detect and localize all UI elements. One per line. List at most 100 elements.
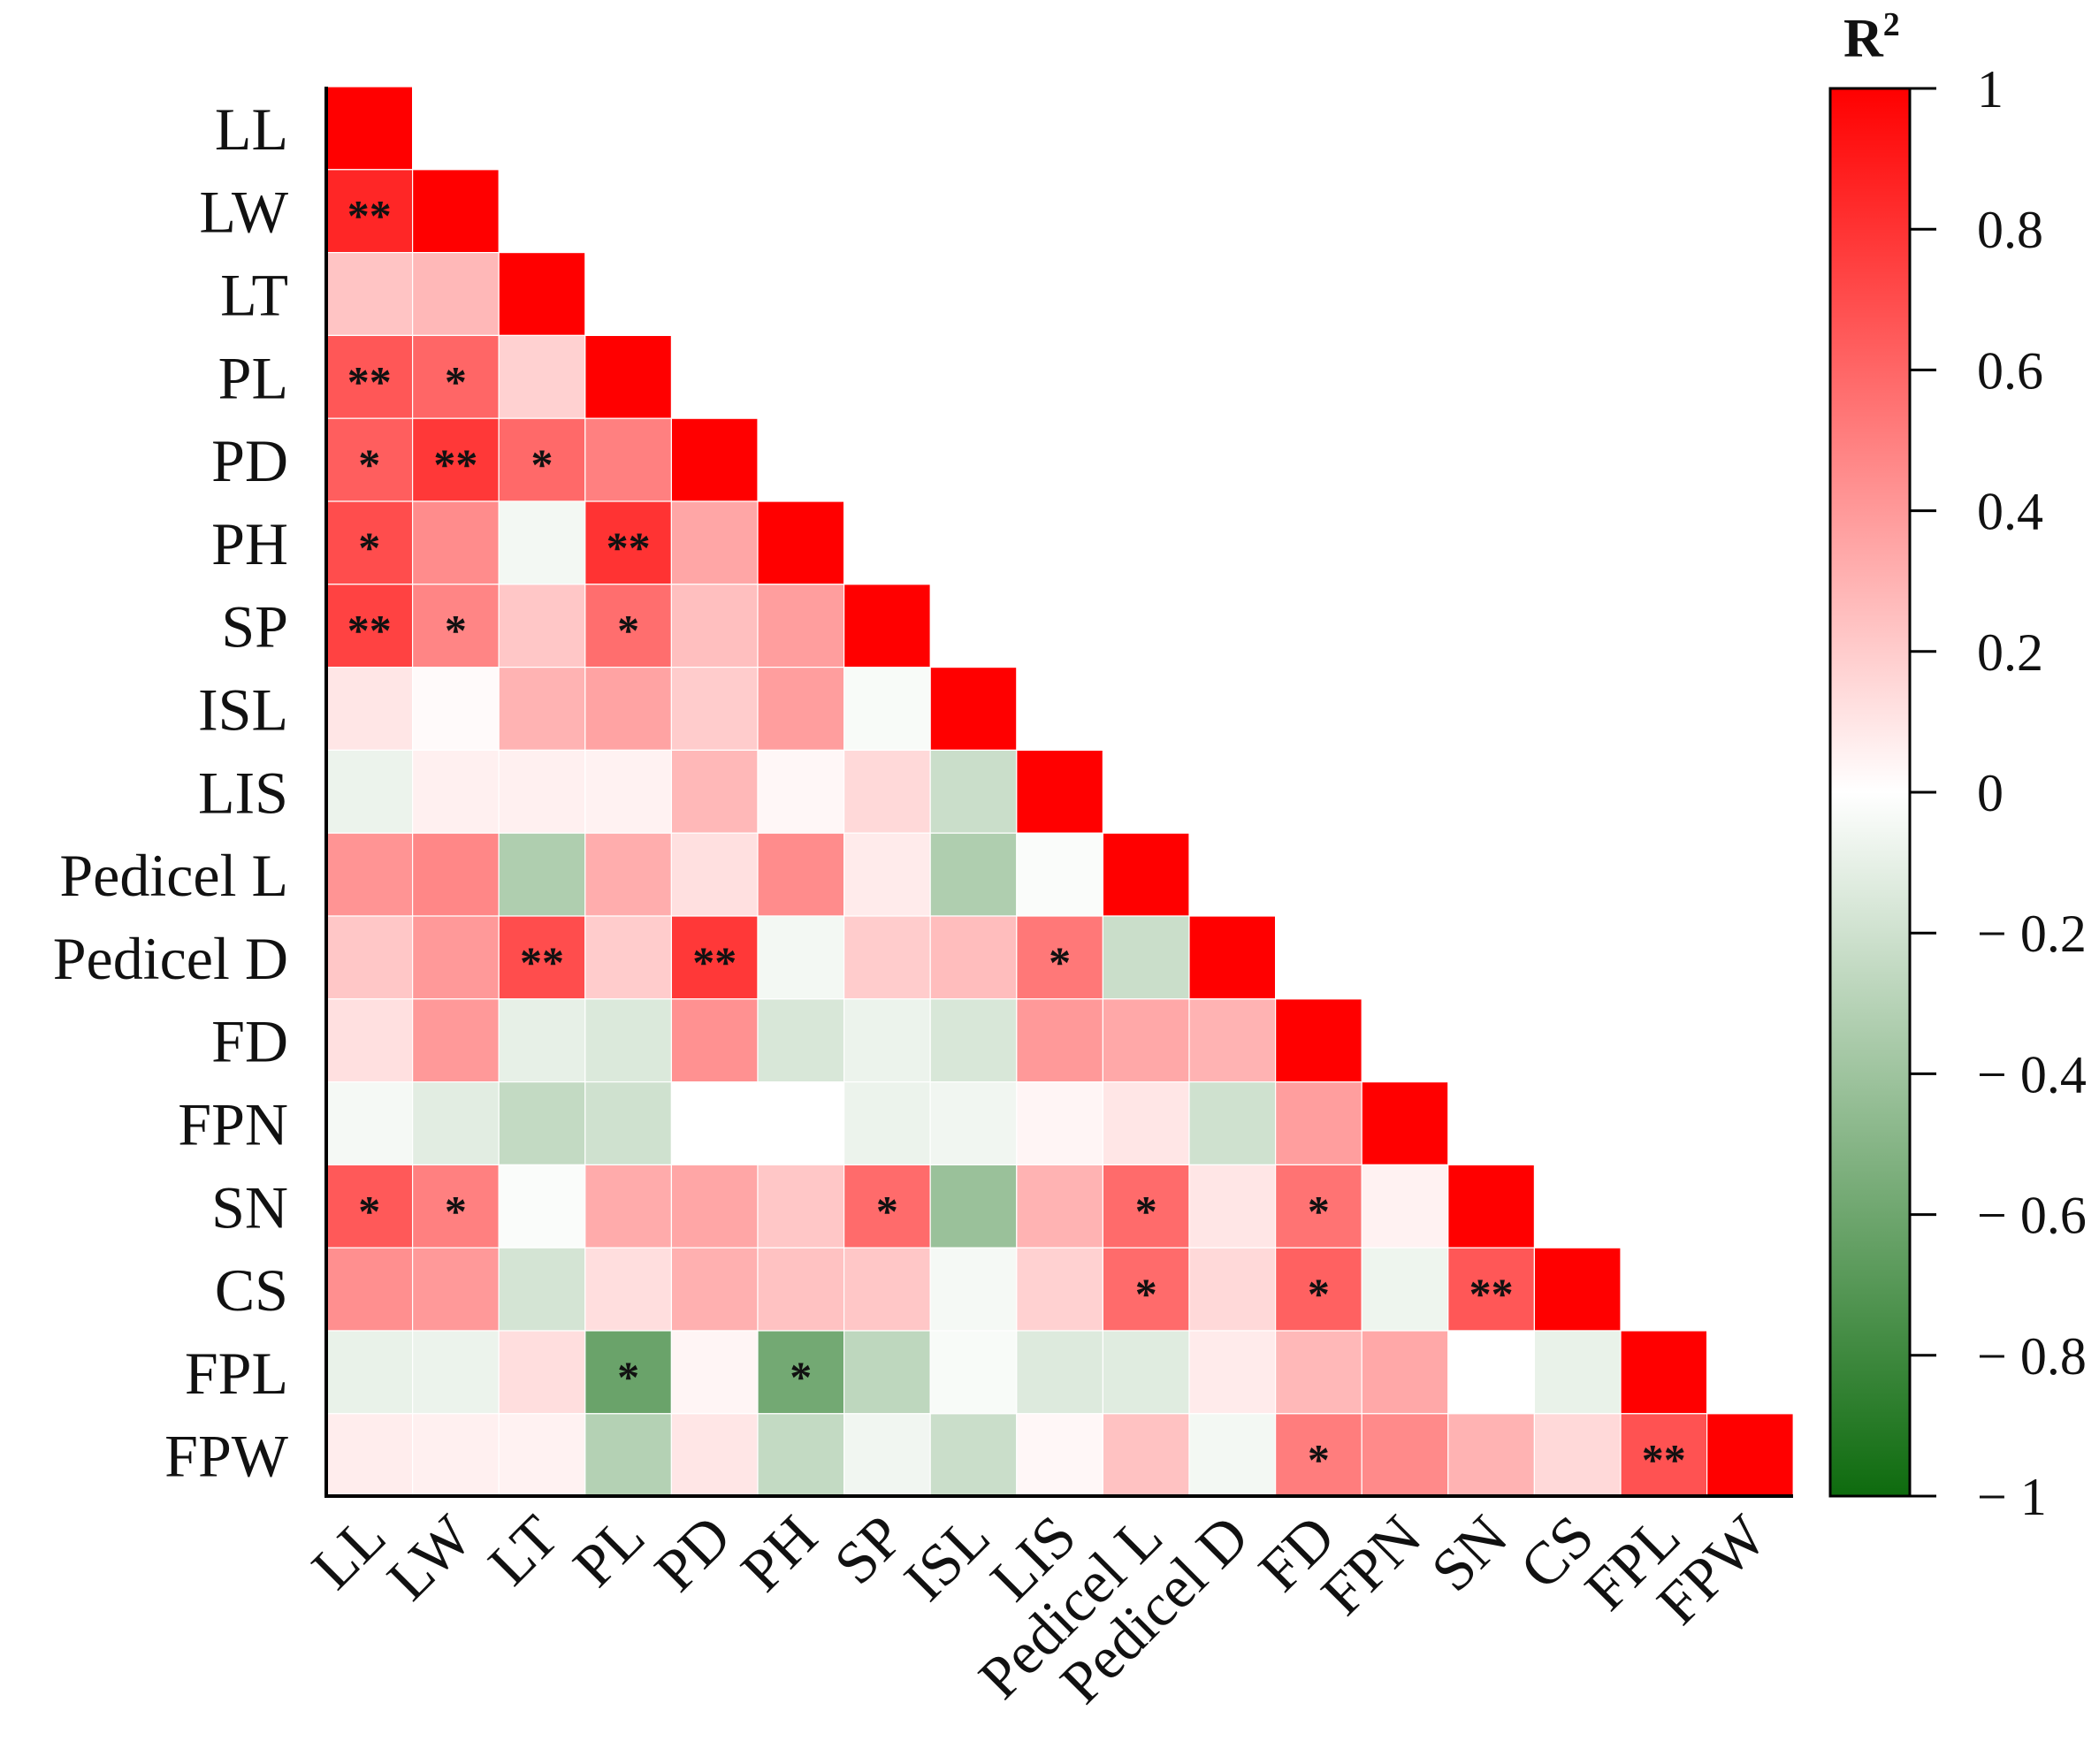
heatmap-cell (757, 1413, 845, 1498)
colorbar-tick-label: 0.6 (1977, 341, 2043, 400)
heatmap-cell (1533, 1413, 1622, 1498)
row-label: PL (218, 344, 288, 411)
row-label: PH (211, 510, 288, 577)
heatmap-cell (412, 1413, 500, 1498)
colorbar-tick-label: − 0.6 (1977, 1187, 2087, 1245)
heatmap-cell (325, 334, 414, 419)
heatmap-cell (1016, 1413, 1104, 1498)
heatmap-cell (929, 915, 1018, 1000)
heatmap-cell (1274, 1330, 1362, 1415)
heatmap-cell (412, 252, 500, 337)
significance-marker: * (1135, 1186, 1157, 1235)
heatmap-cell (498, 998, 586, 1083)
heatmap-cell (670, 832, 759, 917)
heatmap-cell (1102, 1330, 1190, 1415)
heatmap-cell (1274, 1081, 1362, 1165)
heatmap-cell (670, 998, 759, 1083)
column-label: FPN (1309, 1502, 1434, 1628)
heatmap-cell (670, 584, 759, 668)
heatmap-cell (412, 998, 500, 1083)
significance-marker: ** (347, 191, 392, 241)
heatmap-cell (1016, 1330, 1104, 1415)
heatmap-cell (412, 1247, 500, 1332)
heatmap-cell (843, 1247, 931, 1332)
row-label: FPN (178, 1091, 288, 1158)
heatmap-cell (1102, 1247, 1190, 1332)
heatmap-cell (584, 998, 672, 1083)
heatmap-cell (1016, 998, 1104, 1083)
heatmap-cell (325, 86, 414, 171)
heatmap-cell (670, 1164, 759, 1249)
heatmap-cell (1188, 1081, 1277, 1165)
heatmap-cell (1188, 915, 1277, 1000)
heatmap-cell (757, 500, 845, 585)
colorbar-ticks: 1 0.8 0.6 0.4 0.2 0 − 0.2 − 0.4 − 0.6 − 0.8 − 1 (1910, 60, 2087, 1526)
heatmap-cell (1274, 1247, 1362, 1332)
significance-markers: **** ** ** ** **** * *** ** ** * * * ** * *** ** ** (347, 191, 1686, 1485)
heatmap-cell (757, 666, 845, 751)
heatmap-cell (1102, 832, 1190, 917)
heatmap-cell (412, 417, 500, 502)
heatmap-cell (1016, 915, 1104, 1000)
significance-marker: * (790, 1352, 812, 1401)
colorbar-tick-label: 0.2 (1977, 623, 2043, 682)
heatmap-cell (1533, 1330, 1622, 1415)
row-label: Pedicel D (53, 925, 288, 992)
heatmap-cell (843, 1081, 931, 1165)
heatmap-cell (670, 417, 759, 502)
heatmap-cell (929, 998, 1018, 1083)
heatmap-cell (757, 1164, 845, 1249)
significance-marker: ** (1642, 1435, 1686, 1485)
significance-marker: * (358, 439, 380, 489)
heatmap-cell (1188, 1247, 1277, 1332)
colorbar-title: R2 (1843, 6, 1900, 69)
heatmap-cell (843, 666, 931, 751)
heatmap-cell (1188, 1413, 1277, 1498)
colorbar-tick-label: 0.8 (1977, 201, 2043, 259)
heatmap-cell (325, 998, 414, 1083)
column-label: PL (560, 1502, 657, 1600)
heatmap-cell (325, 417, 414, 502)
heatmap-cell (498, 334, 586, 419)
column-label: LW (374, 1501, 485, 1613)
column-label: SP (821, 1502, 916, 1597)
heatmap-cell (757, 1081, 845, 1165)
heatmap-cell (412, 666, 500, 751)
colorbar-tick-label: 0.4 (1977, 483, 2043, 541)
colorbar-legend: R2 1 0.8 0.6 0.4 0.2 0 − 0.2 − 0.4 − 0.6 − 0.8 − 1 (1828, 6, 2087, 1526)
heatmap-cell (1447, 1247, 1536, 1332)
heatmap-cell (498, 1164, 586, 1249)
significance-marker: * (617, 606, 639, 655)
heatmap-cell (1102, 1413, 1190, 1498)
heatmap-cell (670, 500, 759, 585)
heatmap-cell (843, 832, 931, 917)
heatmap-cell (670, 666, 759, 751)
heatmap-cell (1188, 998, 1277, 1083)
heatmap-cell (412, 749, 500, 834)
heatmap-cell (1447, 1413, 1536, 1498)
significance-marker: ** (347, 606, 392, 655)
heatmap-cell (929, 1413, 1018, 1498)
heatmap-cell (584, 334, 672, 419)
heatmap-cell (1102, 1081, 1190, 1165)
heatmap-cell (498, 417, 586, 502)
heatmap-cell (1447, 1330, 1536, 1415)
heatmap-cell (843, 749, 931, 834)
heatmap-cell (757, 749, 845, 834)
row-label: LW (199, 179, 288, 246)
heatmap-cell (670, 1247, 759, 1332)
significance-marker: ** (1469, 1269, 1514, 1318)
heatmap-cell (929, 1247, 1018, 1332)
heatmap-cell (1188, 1164, 1277, 1249)
heatmap-cell (412, 915, 500, 1000)
heatmap-cell (1706, 1413, 1794, 1498)
heatmap-cell (1016, 1164, 1104, 1249)
column-label: LL (299, 1502, 398, 1601)
heatmap-cell (498, 584, 586, 668)
heatmap-cell (670, 1081, 759, 1165)
heatmap-cell (325, 915, 414, 1000)
heatmap-cell (843, 584, 931, 668)
heatmap-cell (412, 1081, 500, 1165)
heatmap-cell (498, 749, 586, 834)
heatmap-cell (757, 584, 845, 668)
